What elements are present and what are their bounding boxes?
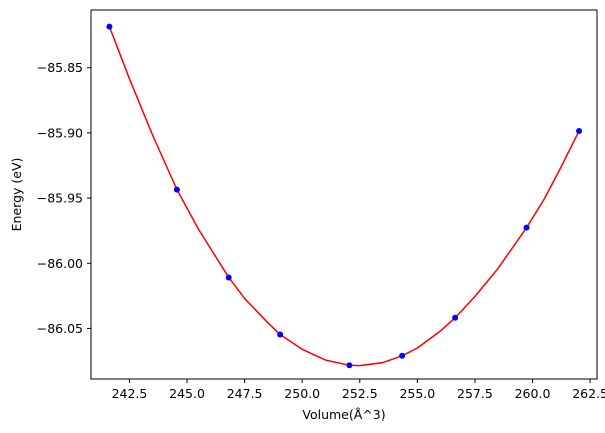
data-point [576, 127, 583, 134]
data-point [452, 314, 459, 321]
fit-curve [108, 26, 580, 367]
x-tick-label: 260.0 [515, 386, 551, 401]
x-axis-ticks: 242.5 245.0 247.5 250.0 252.5 255.0 257.5 260.0… [112, 379, 605, 401]
axes-frame [90, 9, 598, 380]
data-point [523, 224, 530, 231]
plot-area [106, 23, 583, 369]
data-point [399, 352, 406, 359]
y-tick-label: −85.85 [37, 60, 83, 75]
y-axis-ticks: −85.85 −85.90 −85.95 −86.00 −86.05 [37, 60, 91, 336]
y-tick-label: −86.00 [37, 256, 83, 271]
x-tick-label: 255.0 [399, 386, 435, 401]
data-point [346, 362, 353, 369]
data-point [106, 23, 113, 30]
data-point [225, 274, 232, 281]
data-point [173, 186, 180, 193]
x-tick-label: 257.5 [457, 386, 493, 401]
y-tick-label: −85.95 [37, 191, 83, 206]
x-tick-label: 252.5 [342, 386, 378, 401]
y-axis-label: Energy (eV) [9, 158, 24, 232]
x-axis-label: Volume(Å^3) [302, 407, 385, 422]
y-tick-label: −86.05 [37, 321, 83, 336]
x-tick-label: 250.0 [284, 386, 320, 401]
x-tick-label: 247.5 [227, 386, 263, 401]
x-tick-label: 245.0 [169, 386, 205, 401]
x-tick-label: 242.5 [112, 386, 148, 401]
data-point [277, 331, 284, 338]
x-tick-label: 262.5 [572, 386, 605, 401]
y-tick-label: −85.90 [37, 125, 83, 140]
